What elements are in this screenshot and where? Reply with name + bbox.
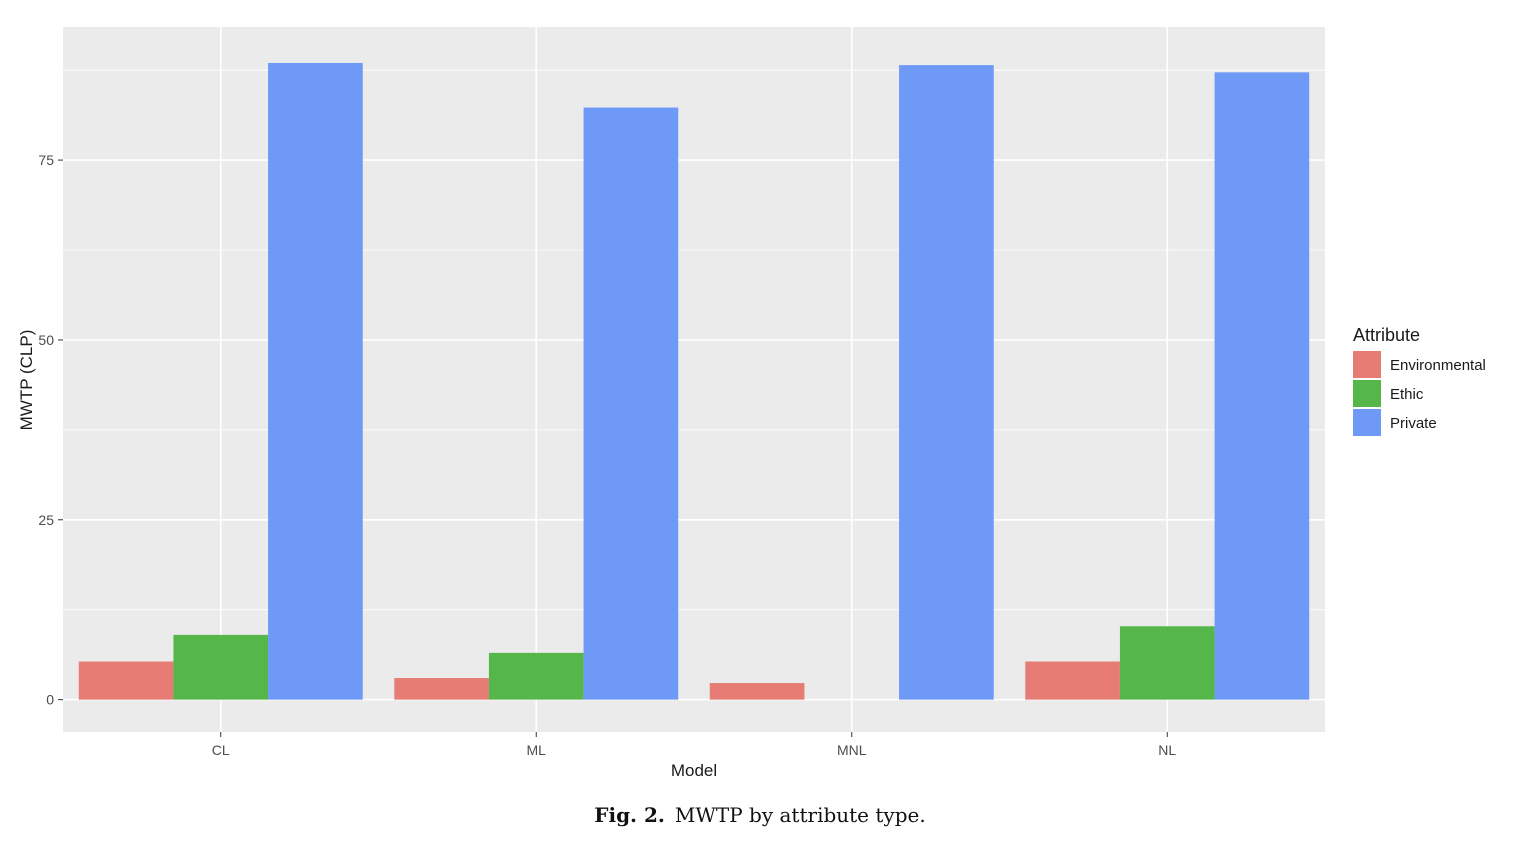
bar-ethic-ml (488, 652, 584, 700)
legend-key-private (1353, 409, 1381, 436)
bar-environmental-nl (1025, 661, 1120, 700)
x-axis-title: Model (671, 761, 717, 780)
bar-environmental-ml (394, 678, 489, 700)
y-tick-label: 50 (38, 332, 54, 348)
y-axis-ticks: 0 25 50 75 (38, 152, 63, 708)
figure-caption: Fig. 2. MWTP by attribute type. (0, 803, 1520, 827)
bar-private-nl (1214, 72, 1310, 700)
bar-private-ml (583, 107, 679, 700)
x-tick-label: ML (527, 742, 547, 758)
legend-label-environmental: Environmental (1390, 357, 1486, 374)
y-tick-label: 0 (46, 692, 54, 708)
bars (78, 62, 1310, 700)
bar-ethic-cl (173, 634, 269, 700)
y-tick-label: 75 (38, 152, 54, 168)
legend-key-environmental (1353, 351, 1381, 378)
caption-text: MWTP by attribute type. (674, 803, 926, 827)
legend-title: Attribute (1353, 325, 1420, 345)
bar-chart: 0 25 50 75 CL ML MNL NL Model MWTP (CLP) Attri… (17, 27, 1486, 780)
legend-label-private: Private (1390, 415, 1437, 432)
caption-label: Fig. 2. (594, 803, 665, 827)
x-tick-label: CL (212, 742, 230, 758)
x-tick-label: MNL (837, 742, 867, 758)
bar-ethic-nl (1119, 626, 1215, 700)
bar-private-cl (268, 62, 363, 700)
legend: Attribute Environmental Ethic Private (1353, 325, 1486, 436)
bar-environmental-mnl (709, 683, 805, 700)
legend-key-ethic (1353, 380, 1381, 407)
bar-environmental-cl (78, 661, 174, 700)
bar-private-mnl (899, 65, 994, 700)
legend-label-ethic: Ethic (1390, 386, 1424, 403)
x-tick-label: NL (1158, 742, 1176, 758)
y-axis-title: MWTP (CLP) (17, 330, 36, 431)
x-axis-ticks: CL ML MNL NL (212, 732, 1176, 758)
y-tick-label: 25 (38, 512, 54, 528)
